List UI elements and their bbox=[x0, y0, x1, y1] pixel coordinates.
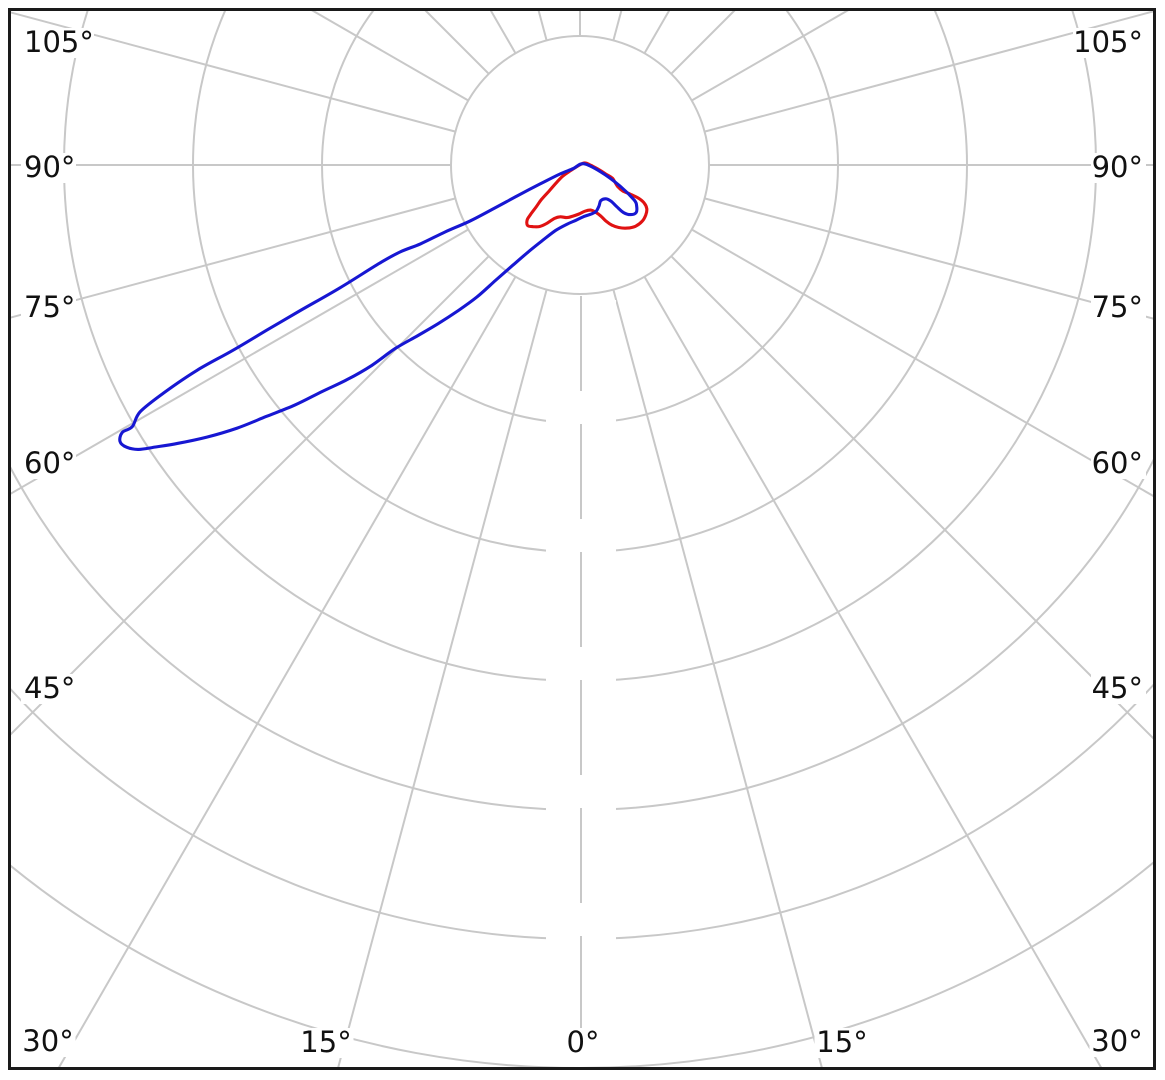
angle-tick-label: 60° bbox=[24, 446, 75, 480]
grid-radial-line bbox=[9, 197, 456, 319]
grid-radial-line bbox=[57, 276, 517, 1069]
angle-tick-label: 90° bbox=[24, 150, 75, 184]
tick-label-backing bbox=[1090, 293, 1146, 323]
tick-label-backing bbox=[1090, 153, 1146, 183]
angle-tick-label: 45° bbox=[1092, 671, 1143, 705]
angle-tick-label: 30° bbox=[1091, 1024, 1142, 1058]
grid-radial-line bbox=[9, 11, 456, 133]
grid-radial-line bbox=[704, 197, 1155, 320]
tick-label-backing bbox=[21, 449, 77, 479]
angle-tick-label: 105° bbox=[24, 25, 94, 59]
grid-radial-line bbox=[704, 10, 1155, 133]
frame-border bbox=[8, 8, 1156, 1070]
angle-tick-label: 75° bbox=[24, 290, 75, 324]
grid-radial-line bbox=[670, 255, 1155, 741]
grid-radial-line bbox=[691, 228, 1155, 498]
grid-radial-line bbox=[612, 289, 824, 1069]
tick-label-backing bbox=[20, 1027, 76, 1057]
tick-label-backing bbox=[21, 28, 94, 58]
angle-tick-label: 30° bbox=[22, 1024, 73, 1058]
angle-tick-label: 105° bbox=[1073, 25, 1143, 59]
angle-tick-label: 15° bbox=[300, 1025, 351, 1059]
grid-radial-line bbox=[643, 276, 1103, 1069]
tick-label-backing bbox=[564, 1028, 602, 1058]
tick-label-backing bbox=[298, 1028, 354, 1058]
angle-tick-label: 15° bbox=[816, 1025, 867, 1059]
blue-curve bbox=[118, 162, 639, 451]
angle-tick-labels: 105° 90° 75° 60° 45° 30° 15° 0° 15° 30° 45° 60° 75° 9… bbox=[20, 25, 1146, 1059]
grid-radial-line bbox=[9, 228, 469, 496]
angle-tick-label: 0° bbox=[567, 1025, 600, 1059]
angle-tick-label: 45° bbox=[24, 671, 75, 705]
tick-label-backing bbox=[814, 1028, 870, 1058]
angle-tick-label: 60° bbox=[1092, 446, 1143, 480]
grid-radial-line bbox=[9, 255, 490, 737]
tick-label-backing bbox=[1090, 674, 1146, 704]
tick-label-backing bbox=[21, 153, 77, 183]
angle-tick-label: 75° bbox=[1092, 290, 1143, 324]
tick-label-backing bbox=[21, 674, 77, 704]
tick-label-backing bbox=[1073, 28, 1146, 58]
tick-label-backing bbox=[21, 293, 77, 323]
intensity-curves bbox=[118, 161, 649, 451]
tick-label-backing bbox=[1089, 1027, 1145, 1057]
grid-radial-line bbox=[336, 289, 548, 1069]
angle-tick-label: 90° bbox=[1092, 150, 1143, 184]
tick-label-backing bbox=[1090, 449, 1146, 479]
